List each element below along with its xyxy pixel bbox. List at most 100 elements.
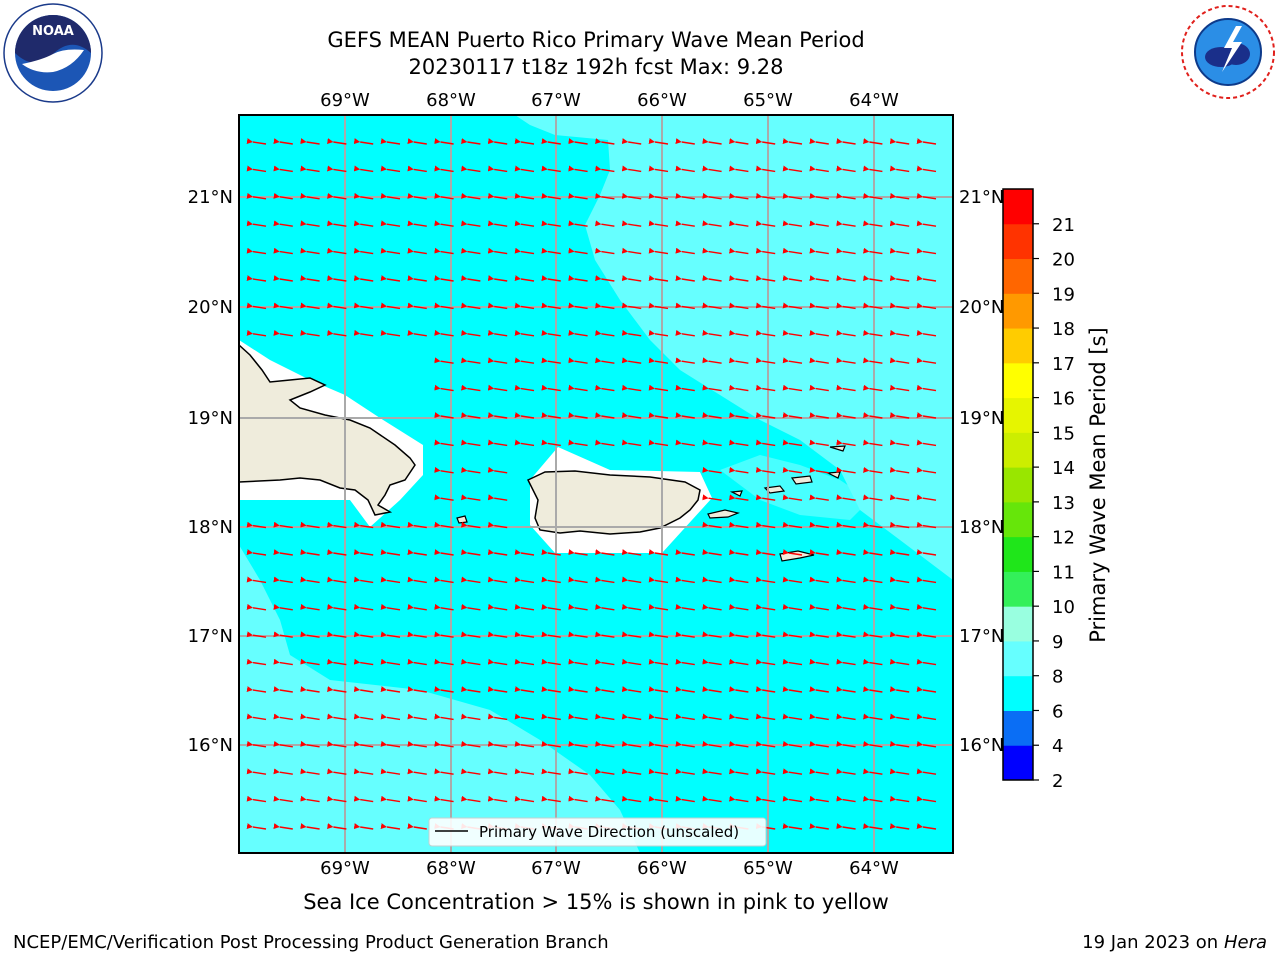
colorbar-segment [1003,571,1033,607]
wave-arrow [595,631,615,638]
wave-arrow [889,439,910,447]
wave-arrow [353,795,374,803]
colorbar-tick-label: 18 [1052,319,1075,340]
wave-arrow [675,740,695,748]
wave-arrow [889,713,910,721]
wave-arrow [729,740,749,748]
wave-arrow [434,658,454,666]
wave-arrow [755,220,776,227]
wave-arrow [246,686,267,693]
wave-arrow [889,412,910,419]
wave-arrow [675,713,695,721]
lon-label: 67°W [531,858,581,879]
colorbar-segment [1003,640,1033,677]
wave-arrow [648,138,669,145]
wave-arrow [782,192,803,200]
wave-arrow [836,329,856,337]
wave-arrow [755,603,776,611]
wave-arrow [889,521,910,529]
wave-arrow [809,357,829,364]
wave-arrow [648,275,669,282]
wave-arrow [621,740,642,748]
wave-arrow [889,795,910,803]
wave-arrow [916,740,937,748]
colorbar [1003,189,1033,781]
land-mona-island [456,515,468,524]
wave-arrow [809,302,829,310]
land-hispaniola [239,343,416,516]
wave-arrow [809,412,829,419]
wave-arrow [568,329,588,337]
wave-arrow [863,740,883,748]
wave-arrow [541,658,561,666]
wave-arrow [648,220,669,227]
wave-arrow [836,247,856,255]
ocean-light-region-ne [515,115,953,580]
wave-arrow [755,658,776,666]
land-vieques [707,509,741,519]
wave-arrow [648,439,669,447]
wave-arrow [648,740,669,748]
wave-arrow [541,576,561,584]
wave-arrow [782,439,803,447]
wave-arrow [461,192,481,200]
wave-arrow [380,823,401,830]
wave-arrow [595,603,615,611]
wave-arrow [434,165,454,173]
wave-arrow [246,631,267,638]
wave-arrow [675,549,695,556]
lat-labels-right: 21°N 20°N 19°N 18°N 17°N 16°N [959,187,1004,756]
wave-arrow [621,220,642,227]
wave-arrow [541,631,561,638]
wave-arrow [461,357,481,364]
wave-arrow [595,329,615,337]
wave-arrow [327,631,347,638]
lat-label: 19°N [188,408,233,429]
colorbar-segment [1003,501,1033,538]
map-area [239,115,953,853]
wave-arrow [273,138,293,145]
wave-arrow [380,740,401,748]
footer-machine: Hera [1223,932,1267,953]
legend-label: Primary Wave Direction (unscaled) [479,823,739,841]
wave-arrow [729,795,749,803]
wave-arrow [461,384,481,392]
wave-arrow [863,713,883,721]
wave-arrow [621,549,642,556]
wave-arrow [916,658,937,666]
wave-arrow [380,165,401,173]
colorbar-segment [1003,675,1033,711]
wave-arrow [461,494,481,501]
wave-arrow [514,302,535,310]
wave-arrow [434,521,454,529]
wave-arrow [782,220,803,227]
wave-arrow [327,247,347,255]
wave-arrow [836,220,856,227]
wave-arrow [487,275,508,282]
colorbar-segment [1003,397,1033,433]
wave-arrow [675,329,695,337]
wave-arrow [246,165,267,173]
wave-arrow [836,384,856,392]
wave-arrow [648,247,669,255]
colorbar-segment [1003,223,1033,260]
wave-arrow [889,275,910,282]
wave-arrow [407,686,427,693]
colorbar-segment [1003,293,1033,329]
wave-arrow [461,603,481,611]
wave-arrow [729,384,749,392]
lon-label: 68°W [426,90,476,111]
wave-arrow [916,220,937,227]
wave-arrow [702,768,722,775]
wave-arrow [380,138,401,145]
chart-subtitle: 20230117 t18z 192h fcst Max: 9.28 [408,55,784,79]
lon-label: 66°W [637,90,687,111]
wave-arrow [434,686,454,693]
wave-arrow [621,138,642,145]
wave-arrow [916,412,937,419]
wave-arrow [461,302,481,310]
wave-arrow [273,631,293,638]
wave-arrow [273,549,293,556]
wave-arrow [755,247,776,255]
wave-arrow [300,768,320,775]
